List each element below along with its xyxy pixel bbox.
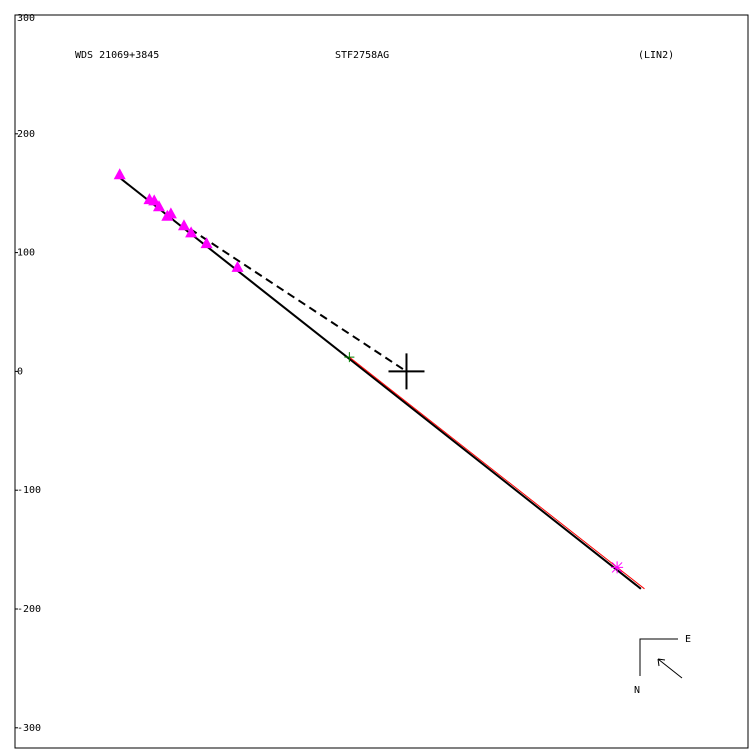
marker-triangle xyxy=(185,226,198,238)
compass xyxy=(639,638,678,676)
plot-frame xyxy=(14,14,749,749)
marker-triangle xyxy=(148,194,161,206)
chart-subtitle: STF2758AG xyxy=(335,50,389,61)
chart-title: WDS 21069+3845 xyxy=(75,50,159,61)
compass-arrow xyxy=(657,658,683,679)
orbit-line xyxy=(119,176,642,590)
marker-triangle xyxy=(200,237,213,249)
annotation: (LIN2) xyxy=(638,50,674,61)
y-tick-label: -300 xyxy=(17,723,41,734)
y-tick-label: 200 xyxy=(17,129,35,140)
y-tick-label: 100 xyxy=(17,248,35,259)
marker-triangle xyxy=(177,219,190,231)
orbit-line xyxy=(189,228,408,373)
primary-star xyxy=(388,353,425,390)
marker-triangle xyxy=(231,260,244,272)
marker-plus xyxy=(344,352,355,363)
y-tick-label: 300 xyxy=(17,13,35,24)
marker-triangle xyxy=(113,168,126,180)
y-tick-label: 0 xyxy=(17,366,23,377)
compass-north: N xyxy=(634,685,640,696)
y-tick-label: -100 xyxy=(17,485,41,496)
y-tick-label: -200 xyxy=(17,604,41,615)
marker-asterisk xyxy=(611,561,624,574)
compass-east: E xyxy=(685,634,691,645)
orbit-line xyxy=(349,356,645,590)
marker-triangle xyxy=(152,200,165,212)
marker-triangle xyxy=(164,207,177,219)
